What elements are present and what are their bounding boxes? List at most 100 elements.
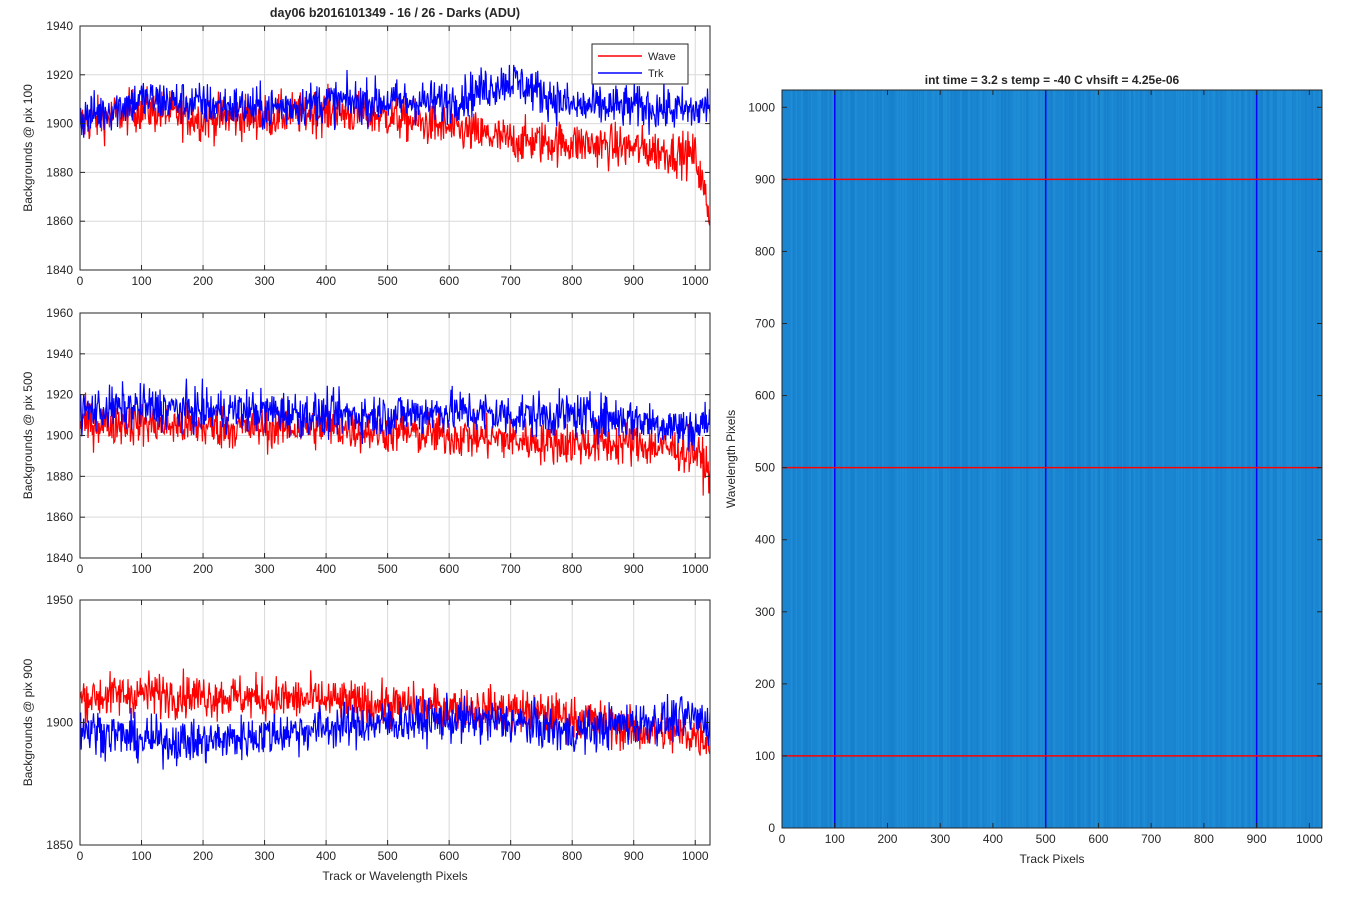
legend-label-trk: Trk [648,68,664,80]
x-tick-label: 700 [1141,832,1161,846]
x-tick-label: 400 [316,274,336,288]
x-tick-label: 600 [439,849,459,863]
x-tick-label: 1000 [682,562,709,576]
x-tick-label: 900 [624,849,644,863]
y-tick-label: 1880 [46,469,73,483]
x-tick-label: 800 [1194,832,1214,846]
series-group [80,668,710,770]
x-tick-label: 800 [562,562,582,576]
figure-title: day06 b2016101349 - 16 / 26 - Darks (ADU… [270,6,520,20]
x-tick-label: 700 [501,562,521,576]
ticks: 0 100 200 300 400 500 600 700 800 900 1000 1840 1860… [46,19,710,288]
heatmap-texture [790,90,1322,828]
y-tick-label: 1920 [46,388,73,402]
chart-panel-1: 0 100 200 300 400 500 600 700 800 900 1000 1840 1860… [21,19,711,288]
ticks: 0 100 200 300 400 500 600 700 800 900 1000 0 100 200 3… [748,90,1323,846]
series-group [80,378,710,496]
y-tick-label: 1850 [46,838,73,852]
series-group [80,64,710,226]
x-tick-label: 900 [1247,832,1267,846]
x-tick-label: 1000 [682,274,709,288]
x-tick-label: 400 [316,562,336,576]
axes-frame [781,89,1323,829]
y-tick-label: 1840 [46,551,73,565]
y-tick-label: 1900 [46,429,73,443]
axes-frame [79,25,711,271]
x-tick-label: 200 [877,832,897,846]
x-tick-label: 100 [132,562,152,576]
y-axis-label: Backgrounds @ pix 900 [21,658,35,786]
x-tick-label: 900 [624,562,644,576]
x-tick-label: 500 [378,849,398,863]
chart-panel-2: 0 100 200 300 400 500 600 700 800 900 1000 1840 1860… [21,306,711,576]
y-tick-label: 1000 [748,100,775,114]
x-axis-label: Track or Wavelength Pixels [322,869,467,883]
y-tick-label: 900 [755,172,775,186]
y-tick-label: 1860 [46,214,73,228]
y-tick-label: 1960 [46,306,73,320]
x-tick-label: 0 [77,274,84,288]
y-axis-label: Backgrounds @ pix 100 [21,84,35,212]
x-tick-label: 500 [378,274,398,288]
y-tick-label: 300 [755,605,775,619]
x-tick-label: 0 [77,849,84,863]
x-tick-label: 800 [562,274,582,288]
x-tick-label: 300 [255,849,275,863]
x-tick-label: 300 [255,562,275,576]
y-tick-label: 1920 [46,68,73,82]
y-axis-label: Wavelength Pixels [724,410,738,508]
y-tick-label: 1940 [46,19,73,33]
series-line-trk [80,378,710,453]
heatmap-image [782,90,1322,828]
y-axis-label: Backgrounds @ pix 500 [21,371,35,499]
x-tick-label: 800 [562,849,582,863]
series-line-trk [80,64,710,138]
y-tick-label: 400 [755,533,775,547]
y-tick-label: 700 [755,317,775,331]
ticks: 0 100 200 300 400 500 600 700 800 900 1000 1840 1860… [46,306,710,576]
x-tick-label: 200 [193,274,213,288]
chart-panel-4: 0 100 200 300 400 500 600 700 800 900 1000 0 100 200 3… [724,73,1323,866]
x-tick-label: 1000 [682,849,709,863]
legend: Wave Trk [591,43,689,85]
x-tick-label: 700 [501,274,521,288]
x-tick-label: 600 [1088,832,1108,846]
x-tick-label: 1000 [1296,832,1323,846]
y-tick-label: 1880 [46,165,73,179]
y-tick-label: 1940 [46,347,73,361]
x-tick-label: 600 [439,562,459,576]
x-tick-label: 400 [983,832,1003,846]
y-tick-label: 200 [755,677,775,691]
y-tick-label: 1860 [46,510,73,524]
x-tick-label: 500 [1036,832,1056,846]
y-tick-label: 1900 [46,117,73,131]
x-tick-label: 600 [439,274,459,288]
x-tick-label: 100 [132,274,152,288]
series-line-wave [80,668,710,756]
y-tick-label: 100 [755,749,775,763]
x-tick-label: 0 [77,562,84,576]
x-tick-label: 200 [193,849,213,863]
x-tick-label: 900 [624,274,644,288]
ticks: 0 100 200 300 400 500 600 700 800 900 1000 1850 1900… [46,593,710,863]
y-tick-label: 0 [768,821,775,835]
x-tick-label: 200 [193,562,213,576]
x-tick-label: 300 [930,832,950,846]
y-tick-label: 1840 [46,263,73,277]
y-tick-label: 500 [755,461,775,475]
y-tick-label: 1950 [46,593,73,607]
y-tick-label: 800 [755,244,775,258]
chart-title: int time = 3.2 s temp = -40 C vhsift = 4… [925,73,1180,87]
y-tick-label: 1900 [46,716,73,730]
legend-label-wave: Wave [648,51,676,63]
chart-panel-3: 0 100 200 300 400 500 600 700 800 900 1000 1850 1900… [21,593,711,883]
x-tick-label: 100 [132,849,152,863]
series-line-wave [80,83,710,226]
series-line-trk [80,692,710,770]
legend-box [591,43,689,85]
x-tick-label: 100 [825,832,845,846]
x-tick-label: 0 [779,832,786,846]
x-tick-label: 500 [378,562,398,576]
x-axis-label: Track Pixels [1020,852,1085,866]
